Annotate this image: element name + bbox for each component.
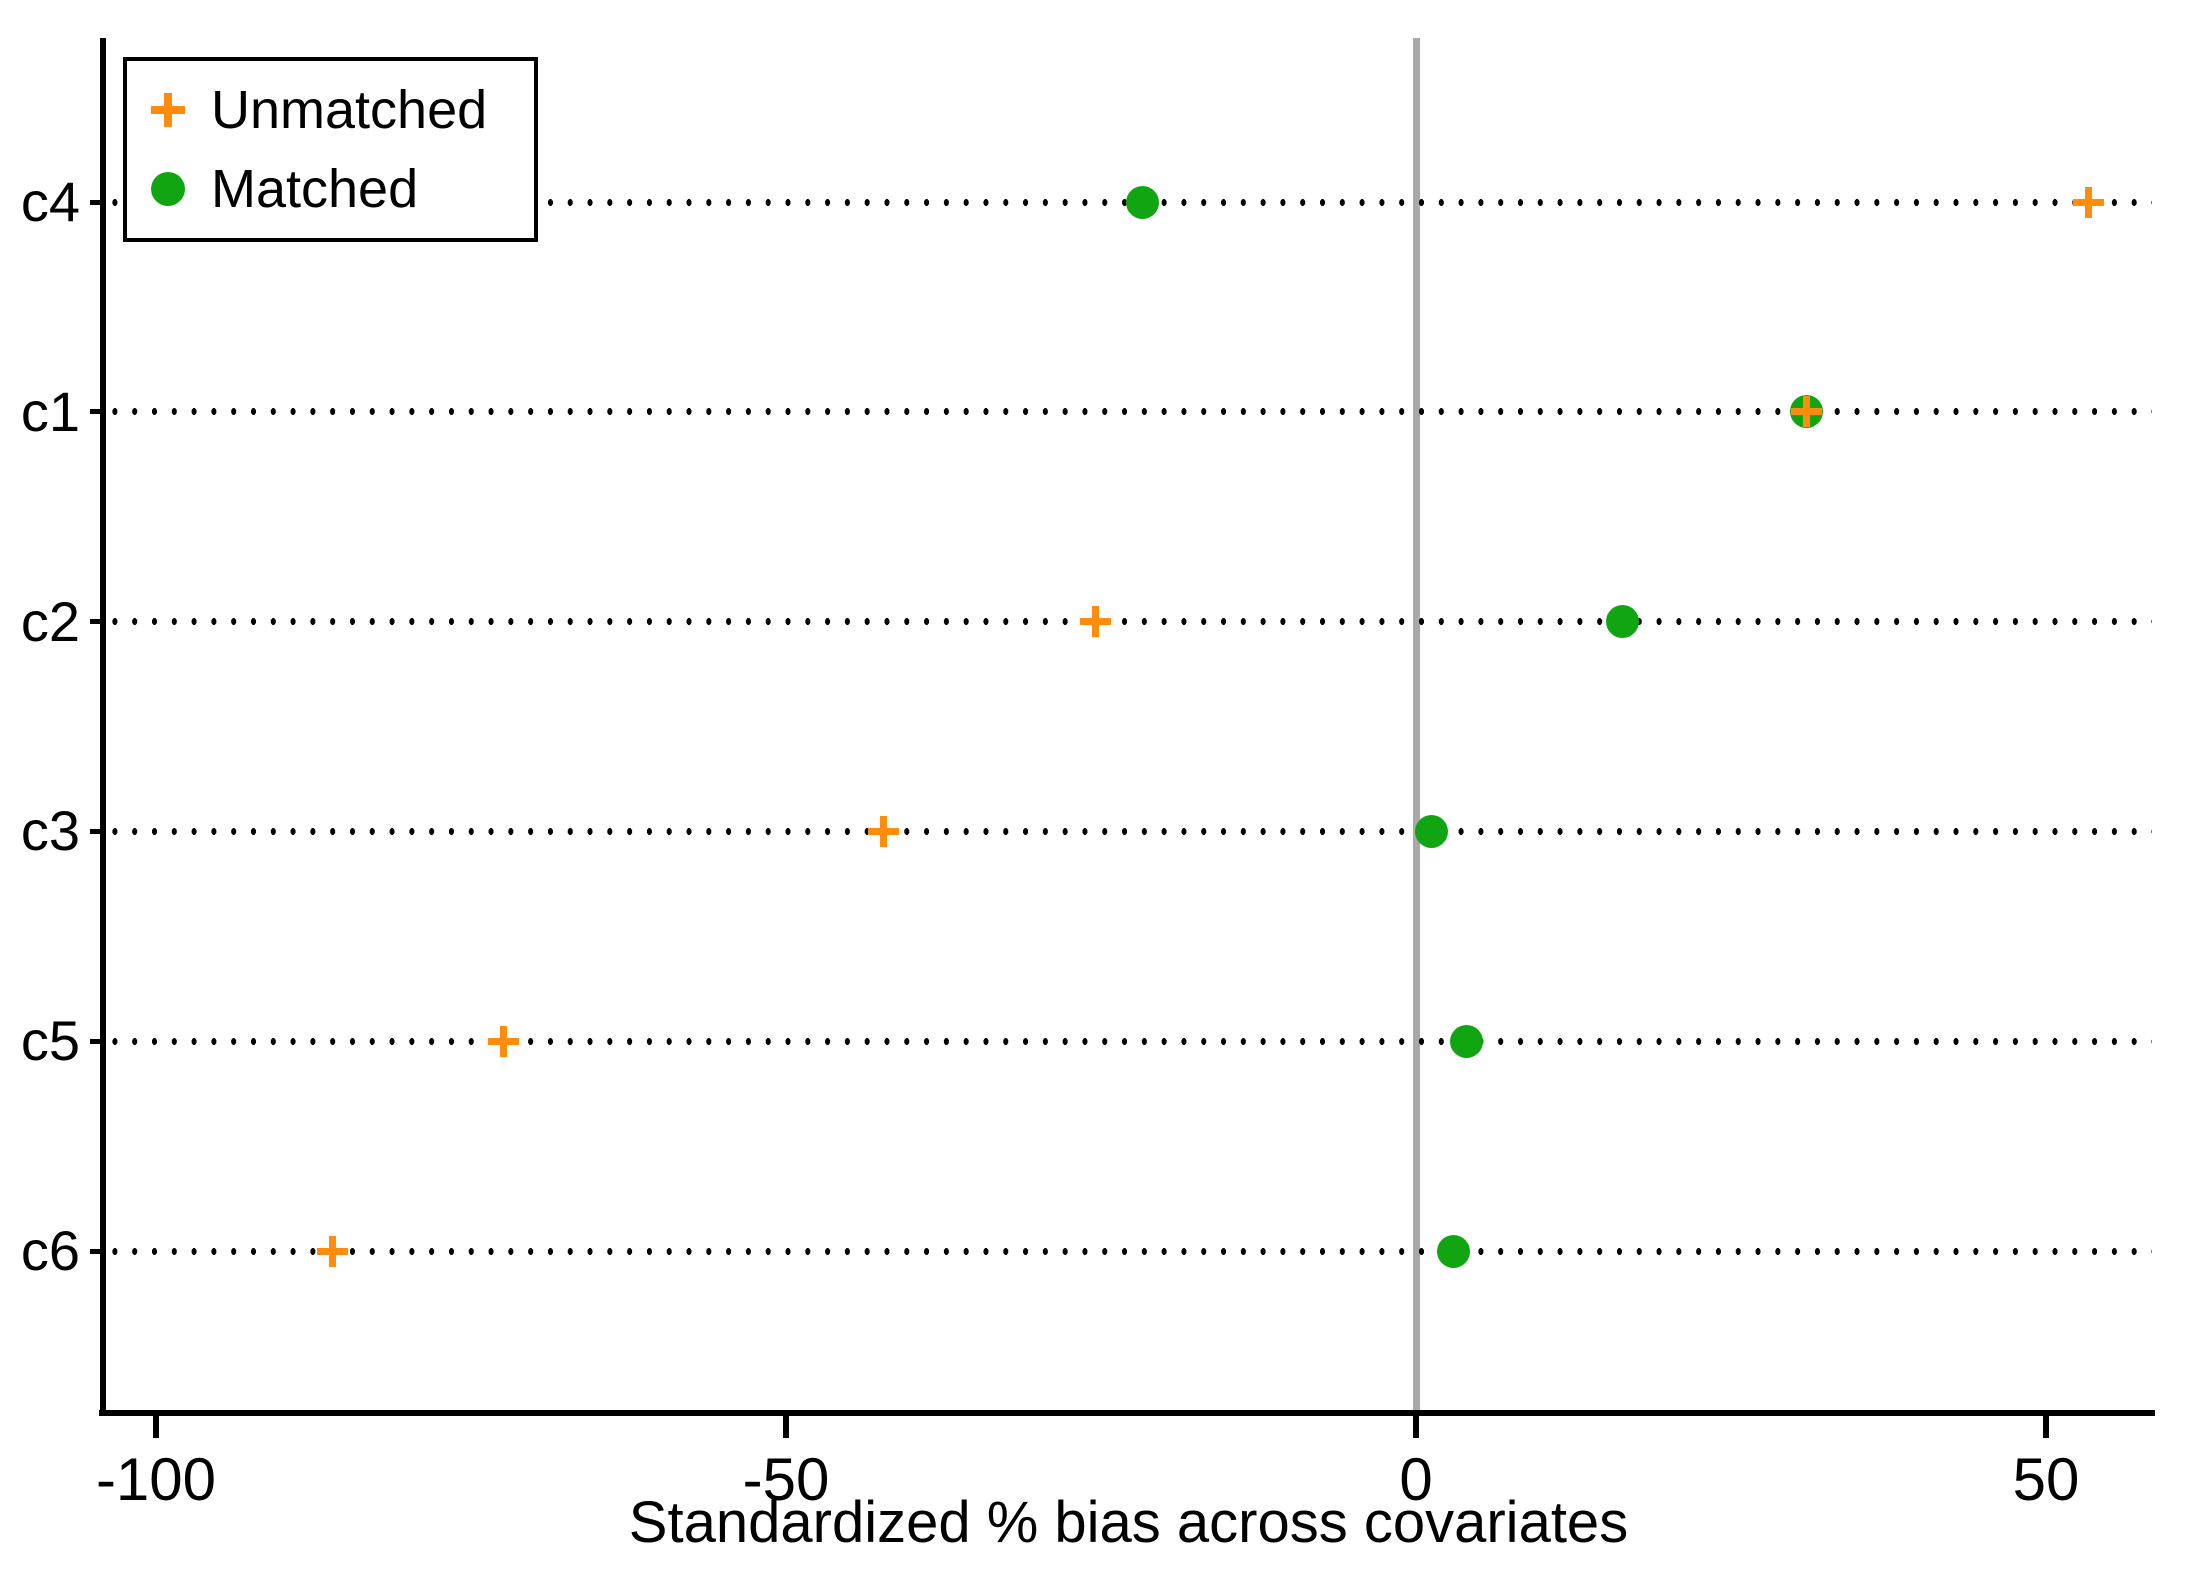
unmatched-marker-c6 <box>316 1235 348 1267</box>
legend: Unmatched Matched <box>123 57 538 242</box>
x-tick--100 <box>153 1416 159 1438</box>
legend-item-matched: Matched <box>151 160 524 218</box>
y-axis-label-c4: c4 <box>20 170 80 233</box>
legend-label-unmatched: Unmatched <box>211 80 488 141</box>
matched-marker-c4 <box>1126 185 1160 219</box>
matched-marker-c5 <box>1449 1024 1483 1058</box>
zero-reference-line <box>1412 38 1420 1410</box>
x-tick-label--100: -100 <box>95 1446 217 1513</box>
dotted-gridline-c1 <box>105 408 2152 416</box>
dotted-gridline-c2 <box>105 618 2152 626</box>
x-tick-label--50: -50 <box>742 1446 830 1513</box>
dotted-gridline-c5 <box>105 1037 2152 1045</box>
y-tick-c5 <box>90 1038 102 1044</box>
x-tick-label-0: 0 <box>1399 1446 1433 1513</box>
y-axis-label-c1: c1 <box>20 379 80 443</box>
x-tick-0 <box>1413 1416 1419 1438</box>
y-tick-c2 <box>90 619 102 625</box>
matched-marker-c6 <box>1437 1234 1471 1268</box>
y-axis-label-c5: c5 <box>20 1009 80 1073</box>
y-axis-label-c3: c3 <box>20 799 80 863</box>
unmatched-marker-c2 <box>1080 606 1112 638</box>
legend-item-unmatched: Unmatched <box>151 81 524 139</box>
y-tick-c4 <box>90 199 102 205</box>
unmatched-marker-c1 <box>1791 396 1823 428</box>
matched-marker-c3 <box>1414 814 1448 848</box>
y-tick-c1 <box>90 409 102 415</box>
x-tick--50 <box>783 1416 789 1438</box>
matched-marker-c2 <box>1606 605 1640 639</box>
plus-icon <box>151 93 185 128</box>
y-tick-c6 <box>90 1248 102 1254</box>
dotted-gridline-c6 <box>105 1247 2152 1255</box>
unmatched-marker-c3 <box>867 815 899 847</box>
unmatched-marker-c5 <box>488 1025 520 1057</box>
x-tick-50 <box>2043 1416 2049 1438</box>
legend-label-matched: Matched <box>211 158 419 219</box>
dotted-gridline-c3 <box>105 827 2152 835</box>
y-axis-label-c6: c6 <box>20 1219 80 1282</box>
y-axis-label-c2: c2 <box>20 589 80 653</box>
y-axis-line <box>100 38 106 1413</box>
x-axis-line <box>99 1410 2155 1416</box>
y-tick-c3 <box>90 828 102 834</box>
circle-icon <box>151 171 185 206</box>
unmatched-marker-c4 <box>2073 186 2105 218</box>
x-tick-label-50: 50 <box>2012 1446 2080 1513</box>
x-axis-title: Standardized % bias across covariates <box>628 1490 1629 1555</box>
